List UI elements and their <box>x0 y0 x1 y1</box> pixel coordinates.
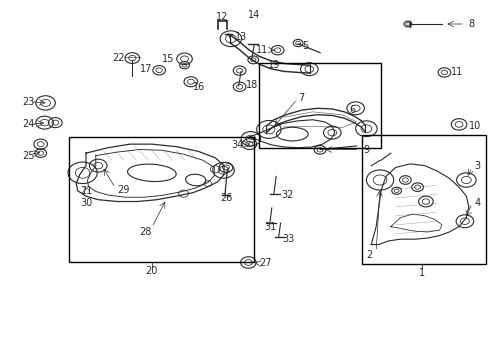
Text: 14: 14 <box>247 10 260 20</box>
Text: 15: 15 <box>162 54 174 64</box>
Text: 10: 10 <box>468 121 480 131</box>
Text: 21: 21 <box>80 186 92 197</box>
Text: 28: 28 <box>140 227 152 237</box>
Text: 11: 11 <box>450 67 463 77</box>
Text: 17: 17 <box>139 64 152 74</box>
Text: 7: 7 <box>297 93 304 103</box>
Text: 25: 25 <box>22 150 35 161</box>
Text: 27: 27 <box>259 258 271 268</box>
Text: 34: 34 <box>231 140 243 150</box>
Text: 19: 19 <box>267 59 280 69</box>
Text: 11: 11 <box>255 45 267 55</box>
Text: 32: 32 <box>281 190 293 200</box>
Bar <box>259 63 380 148</box>
Text: 4: 4 <box>474 198 480 208</box>
Text: 29: 29 <box>118 185 130 195</box>
Bar <box>69 137 254 262</box>
Text: 12: 12 <box>216 12 228 22</box>
Text: 13: 13 <box>234 32 246 42</box>
Text: 31: 31 <box>264 222 276 231</box>
Text: 8: 8 <box>468 19 474 29</box>
Text: 26: 26 <box>219 193 232 203</box>
Text: 16: 16 <box>193 82 205 93</box>
Text: 1: 1 <box>419 268 425 278</box>
Text: 20: 20 <box>145 266 158 276</box>
Text: 9: 9 <box>362 145 368 155</box>
Bar <box>361 135 485 264</box>
Text: 33: 33 <box>282 234 294 244</box>
Text: 24: 24 <box>22 120 35 129</box>
Text: 6: 6 <box>349 105 355 116</box>
Text: 2: 2 <box>366 250 372 260</box>
Text: 18: 18 <box>245 80 258 90</box>
Text: 5: 5 <box>302 41 308 50</box>
Text: 3: 3 <box>474 161 480 171</box>
Text: 23: 23 <box>22 97 35 107</box>
Text: 22: 22 <box>112 53 125 63</box>
Text: 30: 30 <box>80 198 92 208</box>
